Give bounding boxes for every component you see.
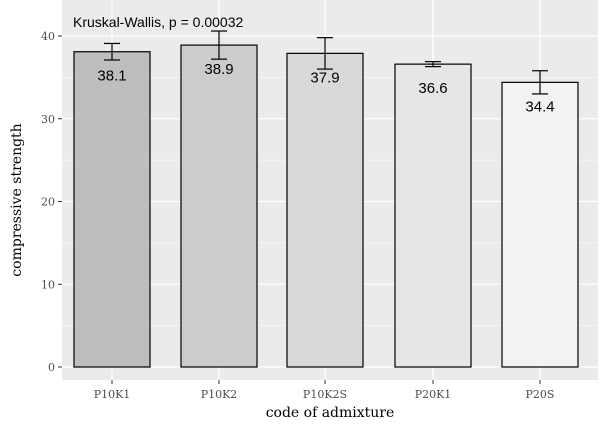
bar-p10k2s [286, 52, 364, 368]
error-bar-p10k2s [317, 37, 333, 70]
bar-p10k1 [73, 51, 151, 368]
data-label-p20k1: 36.6 [418, 80, 447, 97]
data-label-p20s: 34.4 [525, 98, 554, 115]
data-label-p10k2: 38.9 [204, 61, 233, 78]
y-axis-title: compressive strength [9, 123, 25, 276]
bar-p10k2 [180, 44, 258, 368]
kruskal-wallis-annotation: Kruskal-Wallis, p = 0.00032 [73, 14, 243, 30]
bar-p20k1 [394, 63, 472, 368]
bars [73, 44, 579, 368]
error-bar-p20s [532, 70, 548, 95]
x-tick-label-p10k1: P10K1 [94, 388, 131, 401]
error-bar-p10k2 [211, 30, 227, 60]
error-bars [104, 30, 548, 95]
error-bar-p10k1 [104, 42, 120, 61]
y-tick-label: 20 [41, 196, 55, 209]
data-label-p10k2s: 37.9 [310, 69, 339, 86]
y-tick-label: 30 [41, 113, 55, 126]
data-labels: 38.1 38.9 37.9 36.6 34.4 [97, 61, 554, 115]
data-label-p10k1: 38.1 [97, 68, 126, 85]
x-axis-title: code of admixture [266, 405, 395, 421]
y-axis: 0 10 20 30 40 [41, 30, 62, 374]
x-tick-label-p20k1: P20K1 [415, 388, 452, 401]
x-tick-label-p10k2s: P10K2S [303, 388, 347, 401]
x-axis: P10K1 P10K2 P10K2S P20K1 P20S [94, 380, 555, 401]
error-bar-p20k1 [425, 61, 441, 68]
x-tick-label-p20s: P20S [526, 388, 555, 401]
y-tick-label: 0 [48, 361, 55, 374]
x-tick-label-p10k2: P10K2 [201, 388, 238, 401]
y-tick-label: 10 [41, 278, 55, 291]
bar-p20s [501, 81, 579, 368]
y-tick-label: 40 [41, 30, 55, 43]
